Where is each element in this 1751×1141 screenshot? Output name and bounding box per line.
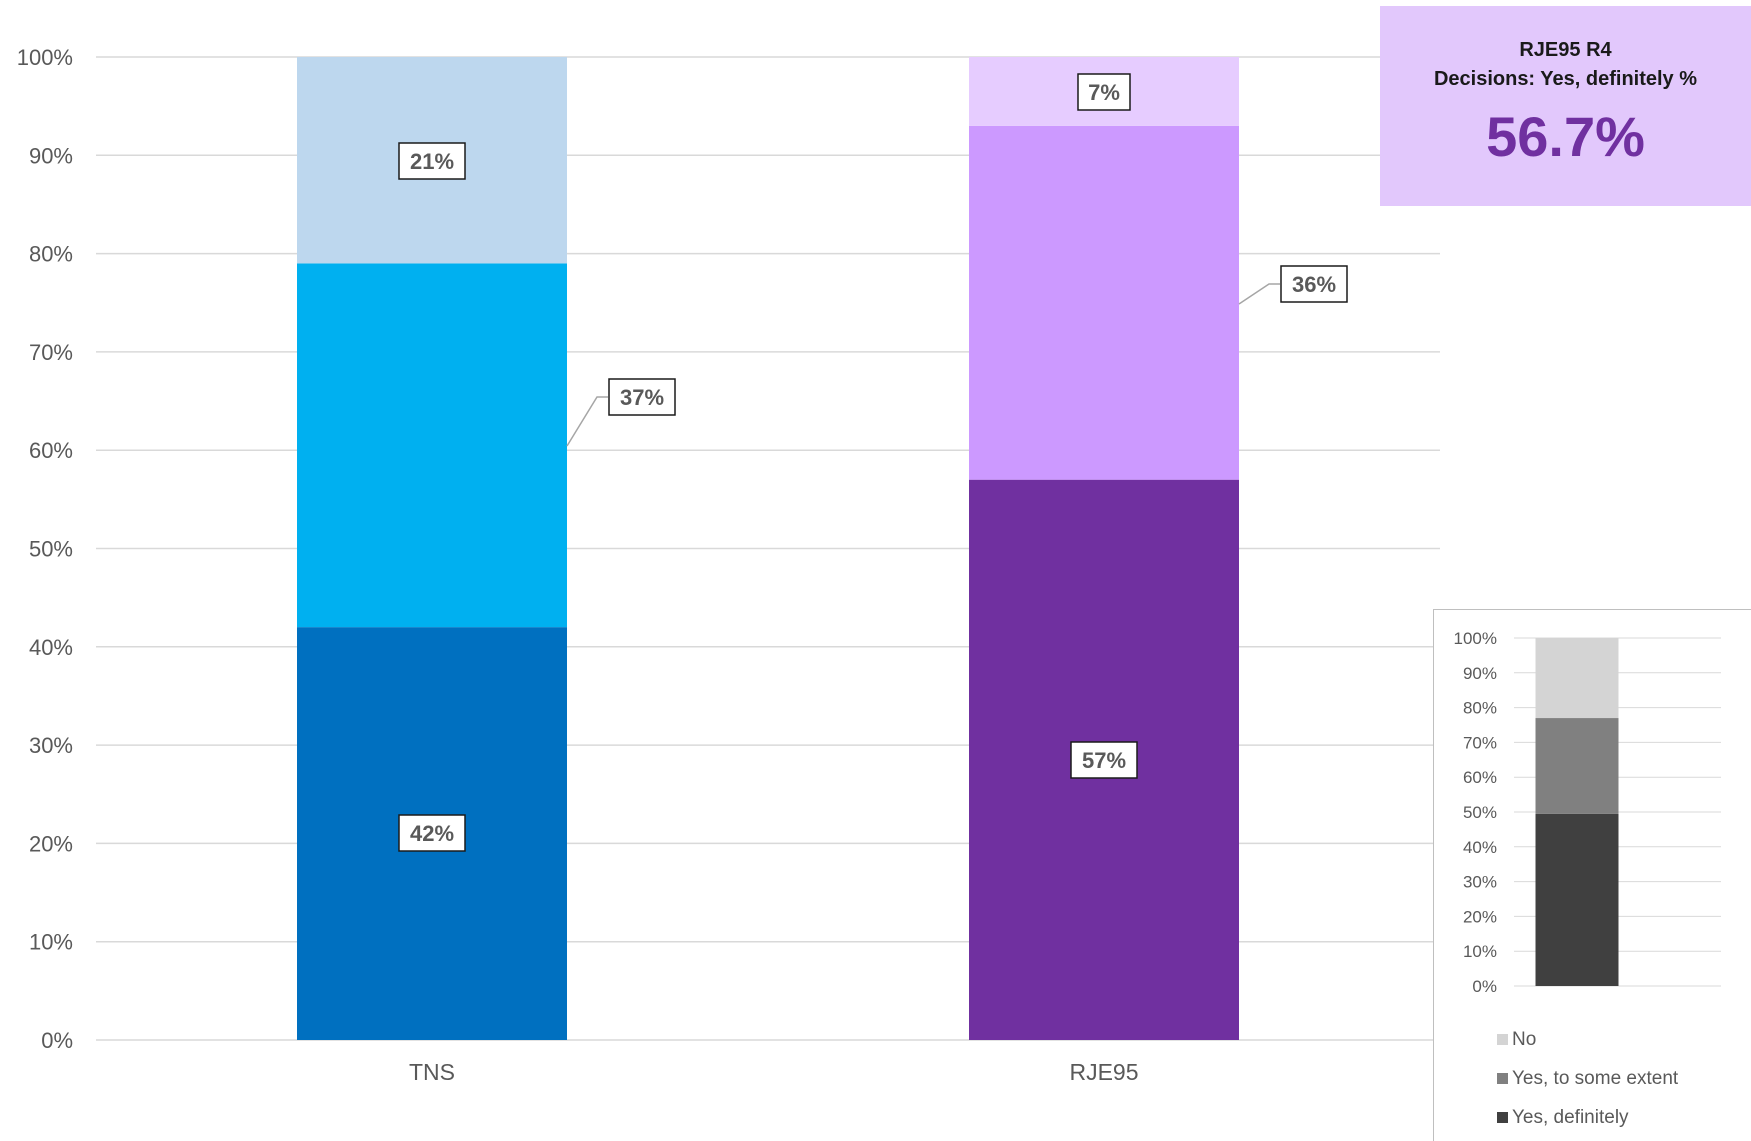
y-tick-label: 80% bbox=[29, 242, 73, 267]
y-tick-label: 40% bbox=[29, 635, 73, 660]
data-label-box bbox=[398, 142, 466, 180]
data-label-box bbox=[1280, 265, 1348, 303]
mini-legend-chart: 0% 10% 20% 30% 40% 50% 60% 70% 80% 90% 100% bbox=[1454, 629, 1721, 996]
legend-item: Yes, definitely bbox=[1497, 1098, 1678, 1137]
mini-y-tick-label: 40% bbox=[1463, 838, 1497, 857]
mini-y-tick-label: 70% bbox=[1463, 733, 1497, 752]
leader-line bbox=[566, 396, 608, 447]
data-label-box bbox=[398, 814, 466, 852]
y-tick-label: 60% bbox=[29, 438, 73, 463]
mini-bar-segment bbox=[1535, 718, 1619, 814]
legend-swatch-no bbox=[1497, 1034, 1508, 1045]
legend-item: Yes, to some extent bbox=[1497, 1059, 1678, 1098]
y-tick-label: 20% bbox=[29, 831, 73, 856]
y-tick-label: 0% bbox=[41, 1028, 73, 1053]
mini-y-tick-label: 80% bbox=[1463, 699, 1497, 718]
data-label: 36% bbox=[1292, 272, 1336, 297]
y-tick-label: 100% bbox=[17, 45, 73, 70]
legend-item: No bbox=[1497, 1020, 1678, 1059]
y-tick-label: 30% bbox=[29, 733, 73, 758]
mini-y-tick-label: 100% bbox=[1454, 629, 1497, 648]
y-tick-label: 50% bbox=[29, 537, 73, 562]
y-tick-label: 90% bbox=[29, 143, 73, 168]
data-label-box bbox=[608, 378, 676, 416]
data-label: 57% bbox=[1082, 748, 1126, 773]
data-label: 37% bbox=[620, 385, 664, 410]
data-label: 42% bbox=[410, 821, 454, 846]
mini-y-tick-label: 90% bbox=[1463, 664, 1497, 683]
callout-title: RJE95 R4 Decisions: Yes, definitely % bbox=[1380, 36, 1751, 94]
y-tick-label: 10% bbox=[29, 930, 73, 955]
y-tick-label: 70% bbox=[29, 340, 73, 365]
data-label-box bbox=[1077, 73, 1131, 111]
callout-title-line2: Decisions: Yes, definitely % bbox=[1433, 68, 1698, 90]
legend-swatch-some-extent bbox=[1497, 1073, 1508, 1084]
legend-label-some-extent: Yes, to some extent bbox=[1512, 1067, 1679, 1089]
x-category-label: TNS bbox=[409, 1059, 455, 1085]
legend-key-panel: 0% 10% 20% 30% 40% 50% 60% 70% 80% 90% 100% No Yes… bbox=[1433, 609, 1751, 1141]
mini-y-tick-label: 30% bbox=[1463, 873, 1497, 892]
x-category-label: RJE95 bbox=[1069, 1059, 1138, 1085]
data-label: 7% bbox=[1088, 80, 1120, 105]
data-label: 21% bbox=[410, 149, 454, 174]
legend-label-no: No bbox=[1512, 1028, 1537, 1050]
legend: No Yes, to some extent Yes, definitely bbox=[1497, 1020, 1678, 1137]
leader-line bbox=[1238, 283, 1280, 305]
mini-y-tick-label: 10% bbox=[1463, 942, 1497, 961]
mini-y-tick-label: 0% bbox=[1472, 977, 1497, 996]
mini-bar-segment bbox=[1535, 638, 1619, 719]
main-stacked-bar-chart: 0% 10% 20% 30% 40% 50% 60% 70% 80% 90% 100% 42% 37% 2… bbox=[17, 45, 1440, 1085]
mini-y-tick-label: 20% bbox=[1463, 907, 1497, 926]
data-label-box bbox=[1070, 741, 1138, 779]
bar-segment bbox=[297, 263, 567, 628]
bar-segment bbox=[969, 125, 1239, 480]
mini-y-tick-label: 50% bbox=[1463, 803, 1497, 822]
legend-label-definitely: Yes, definitely bbox=[1512, 1106, 1629, 1128]
callout-title-line1: RJE95 R4 bbox=[1519, 39, 1612, 61]
kpi-callout: RJE95 R4 Decisions: Yes, definitely % 56… bbox=[1380, 6, 1751, 206]
mini-bar-segment bbox=[1535, 813, 1619, 986]
mini-y-tick-label: 60% bbox=[1463, 768, 1497, 787]
callout-value: 56.7% bbox=[1486, 105, 1645, 168]
legend-swatch-definitely bbox=[1497, 1112, 1508, 1123]
